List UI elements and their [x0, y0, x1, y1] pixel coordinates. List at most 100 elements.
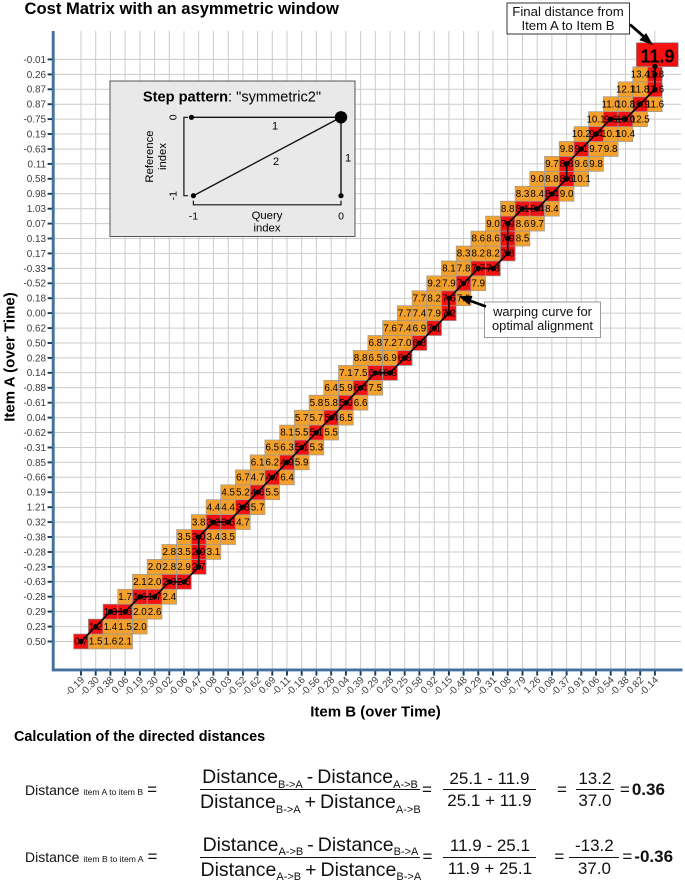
svg-text:1: 1: [345, 153, 351, 165]
svg-text:3.8: 3.8: [236, 502, 250, 513]
svg-text:-0.63: -0.63: [23, 577, 46, 588]
svg-text:5.3: 5.3: [310, 443, 324, 454]
svg-text:8.3: 8.3: [457, 249, 471, 260]
svg-text:10.4: 10.4: [616, 129, 636, 140]
svg-text:6.7: 6.7: [236, 473, 250, 484]
svg-text:5.8: 5.8: [310, 398, 324, 409]
svg-text:8.6: 8.6: [516, 219, 530, 230]
svg-text:11.6: 11.6: [646, 99, 665, 110]
svg-text:11.8: 11.8: [646, 70, 665, 81]
svg-text:8.6: 8.6: [486, 234, 500, 245]
svg-text:0.00: 0.00: [27, 309, 47, 320]
svg-text:2.7: 2.7: [192, 562, 206, 573]
svg-text:Item B (over Time): Item B (over Time): [310, 704, 441, 721]
svg-text:9.6: 9.6: [574, 159, 588, 170]
svg-text:warping curve for: warping curve for: [492, 304, 593, 319]
svg-text:6.8: 6.8: [368, 338, 382, 349]
svg-text:4.7: 4.7: [265, 473, 279, 484]
svg-text:6.4: 6.4: [368, 368, 382, 379]
svg-text:7.2: 7.2: [442, 308, 456, 319]
svg-text:-0.66: -0.66: [23, 473, 46, 484]
svg-text:7.4: 7.4: [413, 308, 427, 319]
svg-text:2.0: 2.0: [133, 607, 147, 618]
svg-text:0.87: 0.87: [27, 100, 46, 111]
svg-text:6.8: 6.8: [398, 353, 412, 364]
svg-text:5.9: 5.9: [295, 458, 309, 469]
svg-text:0.28: 0.28: [27, 353, 47, 364]
svg-text:2.9: 2.9: [177, 562, 191, 573]
svg-text:7.9: 7.9: [471, 279, 485, 290]
svg-text:8.3: 8.3: [516, 189, 530, 200]
svg-text:7.5: 7.5: [354, 368, 368, 379]
svg-text:11.8: 11.8: [631, 85, 650, 96]
svg-text:-0.38: -0.38: [23, 532, 46, 543]
svg-text:1.3: 1.3: [104, 607, 118, 618]
svg-text:1.7: 1.7: [118, 592, 132, 603]
svg-text:-0.52: -0.52: [23, 279, 46, 290]
svg-text:4.4: 4.4: [207, 502, 221, 513]
svg-text:-0.31: -0.31: [23, 443, 46, 454]
svg-text:9.6: 9.6: [604, 114, 618, 125]
svg-text:12.5: 12.5: [631, 114, 651, 125]
svg-text:0.19: 0.19: [27, 488, 47, 499]
svg-text:0.04: 0.04: [27, 413, 47, 424]
svg-text:1.4: 1.4: [104, 622, 118, 633]
svg-text:3.8: 3.8: [192, 517, 206, 528]
svg-text:5.4: 5.4: [324, 413, 338, 424]
svg-text:7.8: 7.8: [486, 264, 500, 275]
svg-text:1.5: 1.5: [118, 622, 132, 633]
svg-text:10.1: 10.1: [572, 174, 591, 185]
svg-text:10.1: 10.1: [601, 129, 620, 140]
svg-text:5.2: 5.2: [236, 487, 250, 498]
svg-text:6.9: 6.9: [413, 323, 427, 334]
svg-text:11.9: 11.9: [640, 47, 674, 67]
svg-text:7.5: 7.5: [368, 383, 382, 394]
svg-text:-0.88: -0.88: [23, 383, 46, 394]
svg-text:13.4: 13.4: [631, 70, 651, 81]
svg-text:Cost Matrix with an asymmetric: Cost Matrix with an asymmetric window: [25, 0, 340, 18]
svg-text:4.6: 4.6: [251, 487, 265, 498]
svg-text:4.4: 4.4: [221, 502, 235, 513]
svg-text:-1: -1: [189, 211, 198, 223]
svg-text:5.1: 5.1: [310, 428, 324, 439]
svg-text:-0.28: -0.28: [23, 547, 46, 558]
svg-text:9.0: 9.0: [530, 174, 544, 185]
svg-text:8.4: 8.4: [545, 189, 559, 200]
svg-text:4.7: 4.7: [251, 473, 265, 484]
svg-text:5.7: 5.7: [251, 502, 265, 513]
svg-text:10.2: 10.2: [572, 129, 591, 140]
svg-text:6.6: 6.6: [354, 398, 368, 409]
svg-text:5.8: 5.8: [324, 398, 338, 409]
svg-text:7.9: 7.9: [427, 308, 441, 319]
svg-text:2.8: 2.8: [162, 562, 176, 573]
svg-text:1.21: 1.21: [27, 503, 47, 514]
svg-text:0.29: 0.29: [27, 607, 47, 618]
svg-text:4.7: 4.7: [236, 517, 250, 528]
svg-text:7.1: 7.1: [339, 368, 353, 379]
svg-text:7.9: 7.9: [501, 219, 515, 230]
svg-text:7.7: 7.7: [457, 279, 471, 290]
svg-text:8.6: 8.6: [471, 234, 485, 245]
svg-text:index: index: [253, 223, 280, 235]
svg-text:2: 2: [273, 156, 279, 168]
svg-text:6.8: 6.8: [383, 368, 397, 379]
svg-text:Query: Query: [252, 210, 283, 222]
svg-text:-0.62: -0.62: [23, 428, 46, 439]
svg-text:0.19: 0.19: [27, 129, 47, 140]
svg-text:5.7: 5.7: [310, 413, 324, 424]
svg-text:0.50: 0.50: [27, 338, 47, 349]
svg-text:1.5: 1.5: [89, 637, 103, 648]
svg-text:-0.28: -0.28: [23, 592, 46, 603]
svg-text:2.1: 2.1: [118, 637, 132, 648]
svg-text:3.0: 3.0: [192, 532, 206, 543]
svg-text:2.6: 2.6: [148, 607, 162, 618]
svg-text:0.62: 0.62: [27, 324, 46, 335]
svg-text:8.2: 8.2: [471, 249, 485, 260]
svg-text:0.18: 0.18: [27, 294, 47, 305]
svg-text:-0.01: -0.01: [23, 55, 46, 66]
svg-text:9.2: 9.2: [427, 279, 441, 290]
svg-text:1.6: 1.6: [104, 637, 118, 648]
svg-text:8.8: 8.8: [501, 204, 515, 215]
svg-text:2.0: 2.0: [148, 562, 162, 573]
svg-text:2.5: 2.5: [177, 577, 191, 588]
